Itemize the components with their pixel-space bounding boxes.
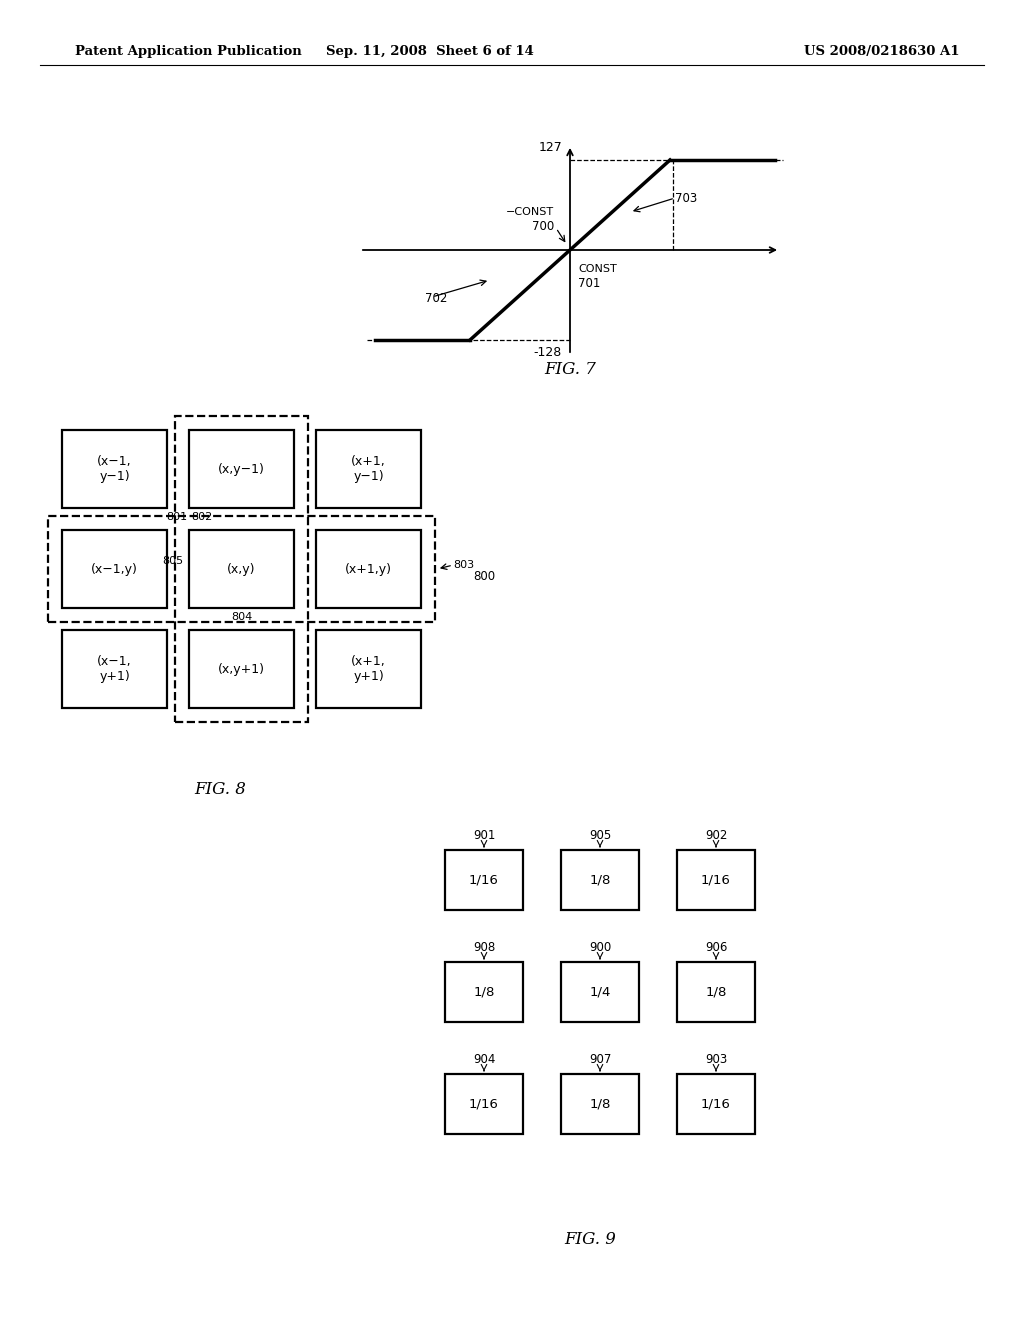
Text: US 2008/0218630 A1: US 2008/0218630 A1 bbox=[805, 45, 961, 58]
Text: (x+1,
y−1): (x+1, y−1) bbox=[351, 455, 386, 483]
Text: 802: 802 bbox=[191, 512, 212, 521]
FancyBboxPatch shape bbox=[62, 531, 167, 609]
FancyBboxPatch shape bbox=[677, 850, 755, 909]
Text: 907: 907 bbox=[589, 1053, 611, 1067]
Text: 905: 905 bbox=[589, 829, 611, 842]
Text: 702: 702 bbox=[425, 292, 447, 305]
Text: FIG. 8: FIG. 8 bbox=[195, 781, 246, 799]
Text: Sep. 11, 2008  Sheet 6 of 14: Sep. 11, 2008 Sheet 6 of 14 bbox=[326, 45, 534, 58]
Text: 1/16: 1/16 bbox=[469, 874, 499, 887]
Text: 908: 908 bbox=[473, 941, 496, 954]
Text: −CONST: −CONST bbox=[506, 207, 554, 216]
Text: (x−1,
y+1): (x−1, y+1) bbox=[97, 655, 132, 682]
Text: 801: 801 bbox=[166, 512, 187, 521]
Text: 703: 703 bbox=[675, 191, 697, 205]
Text: 904: 904 bbox=[473, 1053, 496, 1067]
FancyBboxPatch shape bbox=[316, 531, 421, 609]
Text: 1/16: 1/16 bbox=[701, 874, 731, 887]
Text: 900: 900 bbox=[589, 941, 611, 954]
FancyBboxPatch shape bbox=[445, 962, 523, 1022]
FancyBboxPatch shape bbox=[62, 630, 167, 708]
FancyBboxPatch shape bbox=[677, 962, 755, 1022]
Text: 1/16: 1/16 bbox=[469, 1097, 499, 1110]
FancyBboxPatch shape bbox=[189, 430, 294, 508]
Text: 804: 804 bbox=[230, 612, 252, 622]
Text: 700: 700 bbox=[531, 219, 554, 232]
Text: 1/4: 1/4 bbox=[590, 986, 610, 998]
Text: (x,y): (x,y) bbox=[227, 562, 256, 576]
FancyBboxPatch shape bbox=[445, 850, 523, 909]
FancyBboxPatch shape bbox=[189, 531, 294, 609]
Text: CONST: CONST bbox=[578, 264, 616, 275]
FancyBboxPatch shape bbox=[316, 630, 421, 708]
Text: (x,y+1): (x,y+1) bbox=[218, 663, 265, 676]
FancyBboxPatch shape bbox=[561, 850, 639, 909]
Text: 1/8: 1/8 bbox=[706, 986, 727, 998]
FancyBboxPatch shape bbox=[62, 531, 167, 609]
FancyBboxPatch shape bbox=[62, 430, 167, 508]
Text: (x+1,y): (x+1,y) bbox=[345, 562, 392, 576]
Text: 800: 800 bbox=[473, 570, 496, 583]
Text: 1/16: 1/16 bbox=[701, 1097, 731, 1110]
Text: Patent Application Publication: Patent Application Publication bbox=[75, 45, 302, 58]
Text: -128: -128 bbox=[534, 346, 562, 359]
Text: 901: 901 bbox=[473, 829, 496, 842]
FancyBboxPatch shape bbox=[677, 1074, 755, 1134]
Text: 903: 903 bbox=[705, 1053, 727, 1067]
Text: 1/8: 1/8 bbox=[590, 1097, 610, 1110]
Text: 805: 805 bbox=[162, 556, 183, 566]
FancyBboxPatch shape bbox=[561, 962, 639, 1022]
FancyBboxPatch shape bbox=[316, 531, 421, 609]
Text: FIG. 7: FIG. 7 bbox=[544, 362, 596, 379]
Text: FIG. 9: FIG. 9 bbox=[564, 1232, 616, 1249]
Text: 1/8: 1/8 bbox=[473, 986, 495, 998]
FancyBboxPatch shape bbox=[189, 630, 294, 708]
Text: 127: 127 bbox=[539, 141, 562, 154]
FancyBboxPatch shape bbox=[189, 430, 294, 508]
FancyBboxPatch shape bbox=[561, 1074, 639, 1134]
Text: 803: 803 bbox=[453, 560, 474, 570]
Text: 701: 701 bbox=[578, 277, 600, 290]
FancyBboxPatch shape bbox=[316, 430, 421, 508]
Text: (x+1,
y+1): (x+1, y+1) bbox=[351, 655, 386, 682]
Text: 906: 906 bbox=[705, 941, 727, 954]
FancyBboxPatch shape bbox=[189, 531, 294, 609]
FancyBboxPatch shape bbox=[189, 630, 294, 708]
FancyBboxPatch shape bbox=[445, 1074, 523, 1134]
Text: 902: 902 bbox=[705, 829, 727, 842]
Text: (x−1,
y−1): (x−1, y−1) bbox=[97, 455, 132, 483]
Text: 1/8: 1/8 bbox=[590, 874, 610, 887]
Text: (x−1,y): (x−1,y) bbox=[91, 562, 138, 576]
Text: (x,y−1): (x,y−1) bbox=[218, 462, 265, 475]
